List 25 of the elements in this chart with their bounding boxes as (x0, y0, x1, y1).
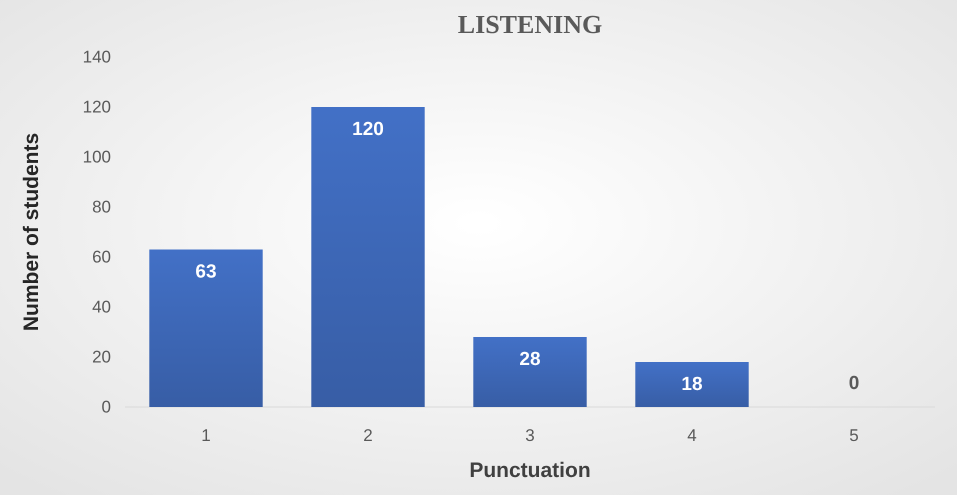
data-label: 63 (195, 262, 217, 282)
y-tick-label: 40 (92, 297, 111, 316)
data-label: 120 (352, 119, 384, 140)
y-tick-label: 0 (102, 397, 111, 416)
x-axis-title: Punctuation (469, 459, 591, 482)
x-tick-label: 3 (525, 426, 535, 446)
y-tick-label: 80 (92, 197, 111, 216)
bar (311, 107, 425, 407)
x-tick-label: 4 (687, 426, 697, 446)
bar (149, 250, 263, 407)
data-label: 28 (519, 349, 541, 370)
y-tick-label: 60 (92, 247, 111, 266)
bar (635, 362, 749, 407)
chart-title: LISTENING (458, 10, 602, 39)
y-tick-label: 100 (82, 147, 111, 166)
data-label: 18 (681, 374, 703, 395)
bar (473, 337, 587, 407)
data-label: 0 (848, 373, 860, 394)
y-tick-label: 20 (92, 347, 111, 366)
x-tick-label: 1 (201, 426, 211, 446)
x-tick-label: 5 (849, 426, 859, 446)
y-tick-label: 120 (82, 97, 111, 116)
x-tick-label: 2 (363, 426, 373, 446)
y-tick-label: 140 (82, 47, 111, 66)
y-axis-title: Number of students (20, 132, 43, 332)
